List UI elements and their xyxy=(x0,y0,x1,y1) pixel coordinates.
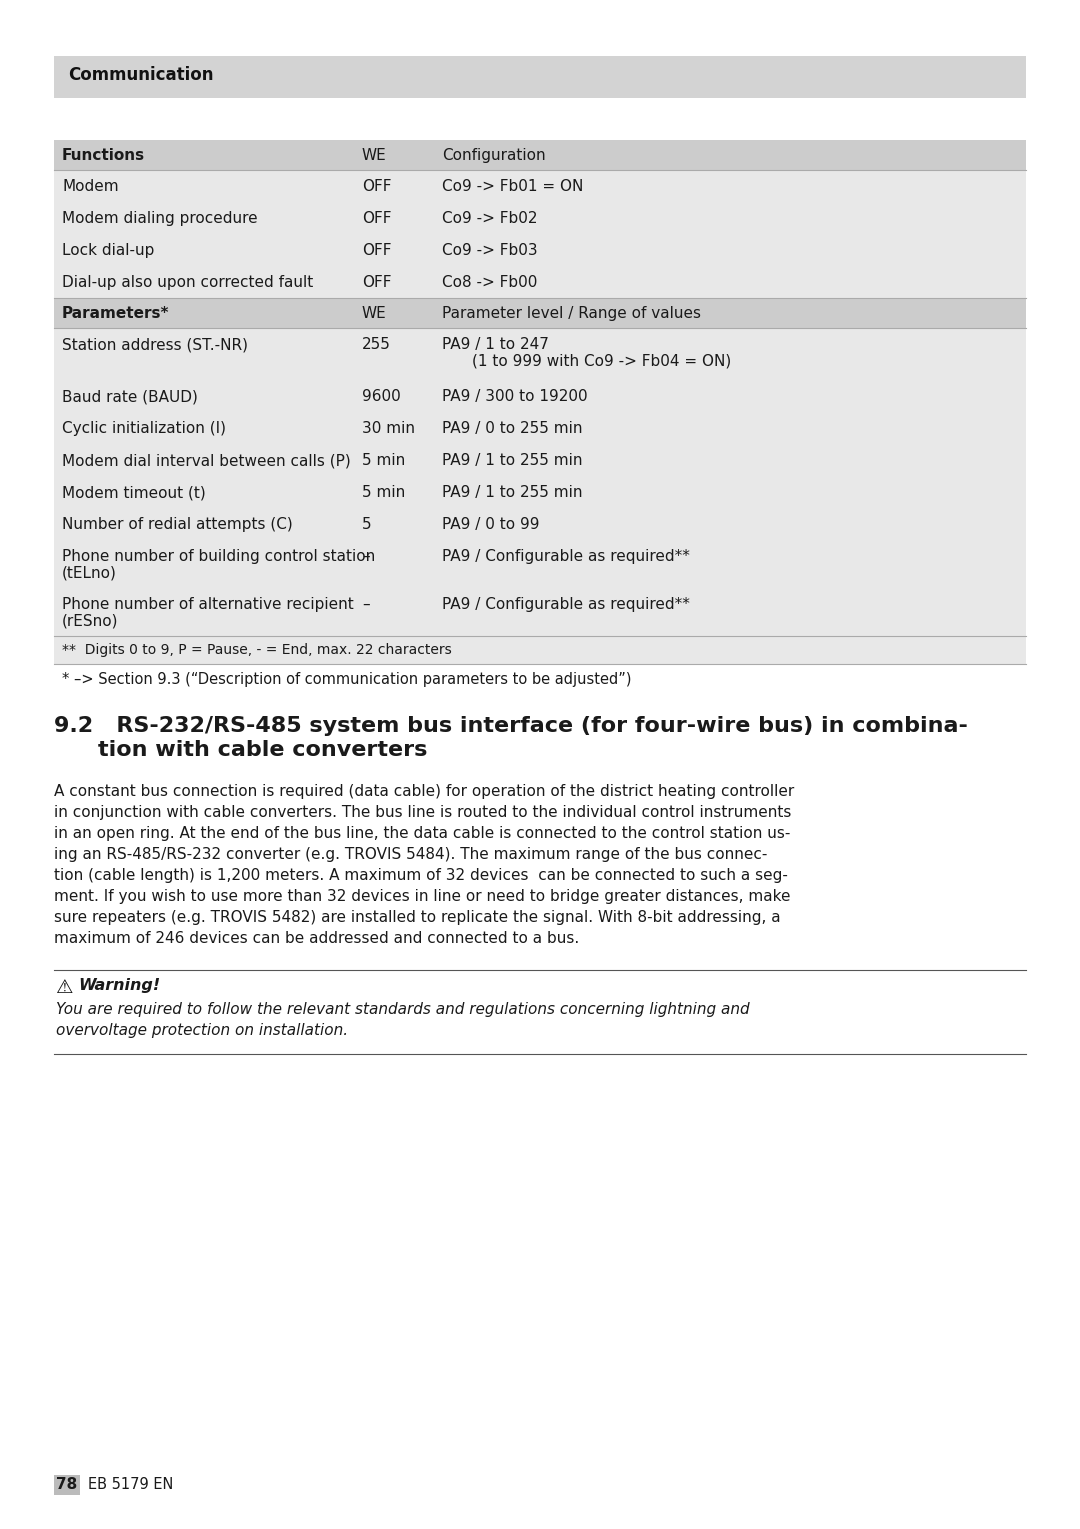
Text: Functions: Functions xyxy=(62,148,145,164)
Text: ment. If you wish to use more than 32 devices in line or need to bridge greater : ment. If you wish to use more than 32 de… xyxy=(54,888,791,904)
Text: 5 min: 5 min xyxy=(362,453,405,468)
Text: Parameter level / Range of values: Parameter level / Range of values xyxy=(442,306,701,321)
Text: PA9 / Configurable as required**: PA9 / Configurable as required** xyxy=(442,596,690,612)
Text: 30 min: 30 min xyxy=(362,420,415,436)
Text: Warning!: Warning! xyxy=(78,979,160,992)
Text: Baud rate (BAUD): Baud rate (BAUD) xyxy=(62,388,198,404)
Text: in an open ring. At the end of the bus line, the data cable is connected to the : in an open ring. At the end of the bus l… xyxy=(54,826,791,841)
Text: Co9 -> Fb03: Co9 -> Fb03 xyxy=(442,243,538,258)
Text: PA9 / 1 to 255 min: PA9 / 1 to 255 min xyxy=(442,485,582,500)
Text: OFF: OFF xyxy=(362,243,391,258)
Text: PA9 / 1 to 255 min: PA9 / 1 to 255 min xyxy=(442,453,582,468)
Bar xyxy=(54,298,1026,329)
Text: Cyclic initialization (I): Cyclic initialization (I) xyxy=(62,420,226,436)
Text: 9600: 9600 xyxy=(362,388,401,404)
Text: (tELno): (tELno) xyxy=(62,566,117,579)
Text: Number of redial attempts (C): Number of redial attempts (C) xyxy=(62,517,293,532)
Text: Modem dialing procedure: Modem dialing procedure xyxy=(62,211,258,226)
Text: –: – xyxy=(362,596,369,612)
Text: Modem timeout (t): Modem timeout (t) xyxy=(62,485,206,500)
Text: 78: 78 xyxy=(56,1477,78,1492)
Text: PA9 / 0 to 255 min: PA9 / 0 to 255 min xyxy=(442,420,582,436)
Text: –: – xyxy=(362,549,369,564)
Text: Configuration: Configuration xyxy=(442,148,545,164)
Text: Dial-up also upon corrected fault: Dial-up also upon corrected fault xyxy=(62,275,313,291)
Text: tion (cable length) is 1,200 meters. A maximum of 32 devices  can be connected t: tion (cable length) is 1,200 meters. A m… xyxy=(54,868,788,884)
Bar xyxy=(54,57,1026,98)
Text: PA9 / 300 to 19200: PA9 / 300 to 19200 xyxy=(442,388,588,404)
Text: Modem: Modem xyxy=(62,179,119,194)
Text: (rESno): (rESno) xyxy=(62,613,119,628)
Text: Lock dial-up: Lock dial-up xyxy=(62,243,154,258)
Text: overvoltage protection on installation.: overvoltage protection on installation. xyxy=(56,1023,348,1038)
Text: PA9 / 0 to 99: PA9 / 0 to 99 xyxy=(442,517,540,532)
Text: Modem dial interval between calls (P): Modem dial interval between calls (P) xyxy=(62,453,351,468)
Text: 5: 5 xyxy=(362,517,372,532)
Text: OFF: OFF xyxy=(362,211,391,226)
Text: ⚠: ⚠ xyxy=(56,979,73,997)
Text: Parameters*: Parameters* xyxy=(62,306,170,321)
Text: A constant bus connection is required (data cable) for operation of the district: A constant bus connection is required (d… xyxy=(54,784,794,800)
Text: tion with cable converters: tion with cable converters xyxy=(98,740,428,760)
Text: Station address (ST.-NR): Station address (ST.-NR) xyxy=(62,336,248,352)
Text: Co9 -> Fb02: Co9 -> Fb02 xyxy=(442,211,538,226)
Text: PA9 / Configurable as required**: PA9 / Configurable as required** xyxy=(442,549,690,564)
Text: **  Digits 0 to 9, P = Pause, - = End, max. 22 characters: ** Digits 0 to 9, P = Pause, - = End, ma… xyxy=(62,644,451,657)
Text: WE: WE xyxy=(362,148,387,164)
Text: OFF: OFF xyxy=(362,275,391,291)
Text: You are required to follow the relevant standards and regulations concerning lig: You are required to follow the relevant … xyxy=(56,1001,750,1017)
Text: Co9 -> Fb01 = ON: Co9 -> Fb01 = ON xyxy=(442,179,583,194)
Text: 9.2   RS-232/RS-485 system bus interface (for four-wire bus) in combina-: 9.2 RS-232/RS-485 system bus interface (… xyxy=(54,716,968,735)
Text: 5 min: 5 min xyxy=(362,485,405,500)
Text: Phone number of building control station: Phone number of building control station xyxy=(62,549,375,564)
Text: WE: WE xyxy=(362,306,387,321)
Text: OFF: OFF xyxy=(362,179,391,194)
Bar xyxy=(54,1475,80,1495)
Text: (1 to 999 with Co9 -> Fb04 = ON): (1 to 999 with Co9 -> Fb04 = ON) xyxy=(472,353,731,368)
Text: * –> Section 9.3 (“Description of communication parameters to be adjusted”): * –> Section 9.3 (“Description of commun… xyxy=(62,673,632,687)
Text: PA9 / 1 to 247: PA9 / 1 to 247 xyxy=(442,336,549,352)
Text: 255: 255 xyxy=(362,336,391,352)
Text: maximum of 246 devices can be addressed and connected to a bus.: maximum of 246 devices can be addressed … xyxy=(54,931,579,946)
Text: Co8 -> Fb00: Co8 -> Fb00 xyxy=(442,275,538,291)
Text: Phone number of alternative recipient: Phone number of alternative recipient xyxy=(62,596,354,612)
Text: ing an RS-485/RS-232 converter (e.g. TROVIS 5484). The maximum range of the bus : ing an RS-485/RS-232 converter (e.g. TRO… xyxy=(54,847,768,862)
Bar xyxy=(54,141,1026,170)
Text: Communication: Communication xyxy=(68,66,214,84)
Text: EB 5179 EN: EB 5179 EN xyxy=(87,1477,174,1492)
Text: sure repeaters (e.g. TROVIS 5482) are installed to replicate the signal. With 8-: sure repeaters (e.g. TROVIS 5482) are in… xyxy=(54,910,781,925)
Text: in conjunction with cable converters. The bus line is routed to the individual c: in conjunction with cable converters. Th… xyxy=(54,804,792,820)
Bar xyxy=(54,141,1026,664)
